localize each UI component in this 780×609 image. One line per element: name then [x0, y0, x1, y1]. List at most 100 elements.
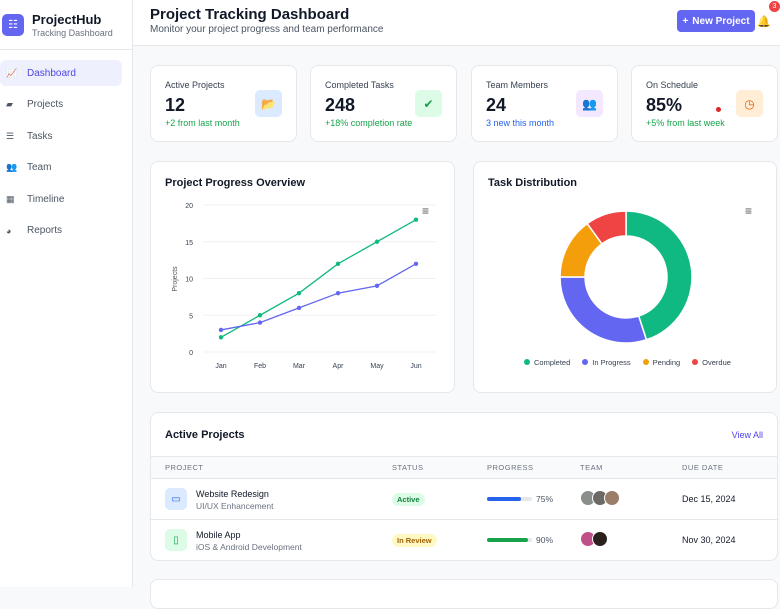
data-point	[296, 305, 302, 311]
series-line	[220, 219, 417, 338]
table-row[interactable]: ▯ Mobile App iOS & Android Development I…	[151, 519, 777, 560]
sidebar-item-projects[interactable]: ▰ Projects	[0, 92, 122, 118]
progress-bar	[487, 497, 532, 501]
line-chart: 0 5 10 15 20 Jan Feb Mar Apr May Jun Projects	[172, 203, 436, 370]
sidebar-item-timeline[interactable]: ▦ Timeline	[0, 186, 122, 212]
folder-open-icon: 📂	[255, 90, 282, 117]
sidebar-item-label: Projects	[27, 99, 64, 110]
stat-sub: +5% from last week	[646, 118, 725, 128]
stat-sub: 3 new this month	[486, 118, 555, 128]
y-tick-label: 0	[189, 350, 193, 357]
progress-fill	[487, 538, 528, 542]
stat-card: Team Members 24 3 new this month 👥	[471, 65, 618, 142]
progress-label: 90%	[536, 535, 554, 545]
legend-dot	[642, 359, 649, 365]
status-badge: Active	[392, 493, 425, 506]
data-point	[257, 313, 263, 318]
x-tick-label: Jun	[410, 363, 421, 370]
status-badge: In Review	[392, 534, 437, 547]
table-row[interactable]: ▭ Website Redesign UI/UX Enhancement Act…	[151, 478, 777, 519]
stat-label: Completed Tasks	[325, 80, 394, 90]
sidebar-item-tasks[interactable]: ☰ Tasks	[0, 123, 122, 149]
check-circle-icon: ✔	[415, 90, 442, 117]
bell-icon[interactable]: 🔔	[757, 16, 771, 28]
data-point	[296, 291, 302, 296]
stat-card: Completed Tasks 248 +18% completion rate…	[310, 65, 457, 142]
legend-dot	[582, 359, 589, 365]
donut-chart	[559, 210, 693, 344]
column-header: PROGRESS	[487, 463, 534, 472]
data-point	[335, 291, 341, 296]
chart-legend: Completed In Progress Pending Overdue	[524, 358, 731, 367]
users-icon: 👥	[6, 162, 18, 172]
data-point	[218, 327, 224, 333]
menu-icon[interactable]: ≡	[745, 204, 753, 218]
next-card	[150, 579, 778, 609]
x-tick-label: Mar	[293, 363, 306, 370]
data-point	[218, 335, 224, 340]
legend-item[interactable]: Pending	[642, 358, 680, 367]
chart-title: Task Distribution	[488, 177, 578, 189]
donut-slice	[625, 210, 693, 341]
sidebar-item-label: Timeline	[27, 193, 65, 205]
sidebar-item-label: Tasks	[27, 130, 53, 142]
data-point	[335, 261, 341, 266]
page-subtitle: Monitor your project progress and team p…	[150, 24, 384, 35]
stat-label: Active Projects	[165, 80, 225, 90]
x-tick-label: Jan	[215, 363, 226, 370]
y-tick-label: 15	[185, 240, 193, 247]
tasks-icon: ☰	[6, 130, 15, 141]
progress-chart-card: Project Progress Overview ≡ 0 5 10 15 20 Jan F…	[150, 161, 455, 393]
clock-icon: ◷	[736, 90, 763, 117]
stat-sub: +2 from last month	[165, 118, 240, 128]
data-point	[374, 239, 380, 244]
y-tick-label: 5	[189, 313, 193, 320]
brand-name: ProjectHub	[32, 11, 102, 27]
status-dot	[716, 107, 721, 112]
sidebar-item-dashboard[interactable]: 📈 Dashboard	[0, 60, 122, 86]
legend-item[interactable]: Completed	[524, 358, 570, 367]
stat-card: On Schedule 85% +5% from last week ◷	[631, 65, 778, 142]
sidebar: ☷ ProjectHub Tracking Dashboard 📈 Dashboa…	[0, 0, 133, 587]
stat-value: 24	[486, 95, 507, 115]
legend-item[interactable]: Overdue	[692, 358, 731, 367]
legend-label: Overdue	[702, 358, 731, 367]
chart-line-icon: 📈	[6, 67, 18, 78]
stat-label: Team Members	[486, 80, 549, 90]
x-tick-label: Apr	[333, 363, 345, 370]
notification-badge: 3	[769, 1, 780, 12]
y-axis-label: Projects	[172, 266, 179, 292]
laptop-code-icon: ▭	[165, 488, 187, 510]
column-header: STATUS	[392, 463, 424, 472]
data-point	[413, 261, 419, 266]
users-icon: 👥	[576, 90, 603, 117]
data-point	[257, 320, 263, 325]
stat-value: 12	[165, 95, 186, 115]
new-project-button[interactable]: + New Project	[677, 10, 755, 32]
data-point	[374, 283, 380, 289]
progress-bar	[487, 538, 532, 542]
team-avatars	[580, 531, 608, 547]
x-tick-label: Feb	[254, 363, 266, 370]
brand-subtitle: Tracking Dashboard	[32, 27, 113, 38]
donut-slice	[559, 276, 648, 344]
legend-item[interactable]: In Progress	[582, 358, 631, 367]
view-all-link[interactable]: View All	[731, 430, 763, 440]
avatar	[604, 490, 620, 506]
due-date: Nov 30, 2024	[682, 535, 736, 545]
sidebar-item-label: Team	[27, 162, 52, 173]
stat-card: Active Projects 12 +2 from last month 📂	[150, 65, 297, 142]
tasks-logo-icon: ☷	[2, 13, 24, 36]
series-line	[220, 263, 417, 331]
mobile-icon: ▯	[165, 529, 187, 551]
progress-fill	[487, 497, 521, 501]
team-avatars	[580, 490, 620, 506]
table-title: Active Projects	[165, 429, 245, 441]
page-title: Project Tracking Dashboard	[150, 6, 350, 23]
column-header: DUE DATE	[682, 463, 724, 472]
sidebar-item-reports[interactable]: ◕ Reports	[0, 218, 122, 244]
sidebar-item-team[interactable]: 👥 Team	[0, 155, 122, 181]
menu-icon[interactable]: ≡	[422, 204, 430, 218]
pie-chart-icon: ◕	[6, 225, 12, 236]
donut-slice	[586, 210, 627, 245]
